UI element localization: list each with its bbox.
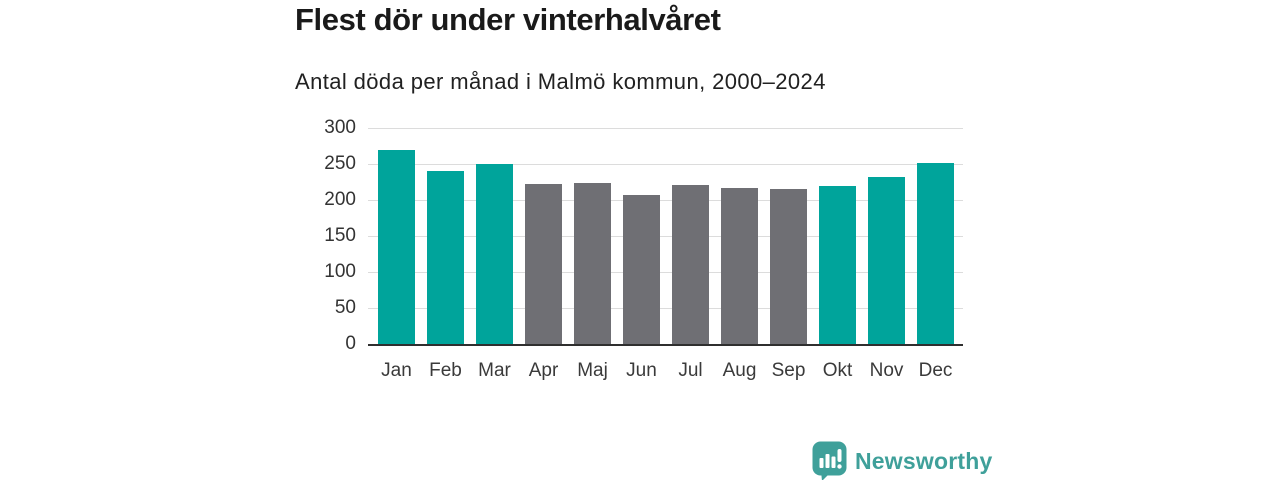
x-tick-label: Aug: [722, 360, 757, 381]
gridline-50: [368, 308, 963, 309]
x-axis-line: [368, 344, 963, 346]
bar-jul: [672, 184, 709, 344]
bar-feb: [427, 171, 464, 344]
bar-jan: [378, 149, 415, 344]
chart-subtitle: Antal döda per månad i Malmö kommun, 200…: [295, 69, 826, 94]
x-tick-label: Dec: [918, 360, 953, 381]
gridline-150: [368, 236, 963, 237]
x-tick-label: Jun: [626, 360, 657, 381]
y-tick-label: 100: [324, 261, 356, 282]
newsworthy-speech-bubble-chart-icon: [812, 441, 847, 480]
y-tick-label: 150: [324, 225, 356, 246]
x-tick-label: Jan: [381, 360, 412, 381]
bar-nov: [868, 176, 905, 344]
x-tick-label: Jul: [678, 360, 703, 381]
x-tick-label: Maj: [577, 360, 608, 381]
x-tick-label: Okt: [822, 360, 853, 381]
gridline-200: [368, 200, 963, 201]
bar-mar: [476, 164, 513, 344]
bar-jun: [623, 194, 660, 344]
bar-maj: [574, 182, 611, 344]
y-tick-label: 250: [324, 153, 356, 174]
gridline-300: [368, 128, 963, 129]
bar-sep: [770, 189, 807, 344]
bar-aug: [721, 188, 758, 344]
bar-dec: [917, 163, 954, 344]
y-tick-label: 300: [324, 117, 356, 138]
y-tick-label: 50: [334, 297, 356, 318]
x-tick-label: Nov: [869, 360, 904, 381]
x-tick-label: Feb: [429, 360, 462, 381]
gridline-100: [368, 272, 963, 273]
chart-title: Flest dör under vinterhalvåret: [295, 2, 721, 37]
newsworthy-logo-text: Newsworthy: [855, 447, 993, 474]
y-tick-label: 0: [345, 333, 356, 354]
bar-chart: 0 50 100 150 200 250 300 Jan Feb Mar Apr Maj Jun Jul A…: [324, 117, 963, 381]
x-tick-label: Apr: [528, 360, 559, 381]
newsworthy-logo: Newsworthy: [812, 441, 992, 480]
x-tick-label: Sep: [771, 360, 806, 381]
bar-okt: [819, 186, 856, 344]
y-tick-label: 200: [324, 189, 356, 210]
gridline-250: [368, 164, 963, 165]
bar-apr: [525, 184, 562, 344]
x-tick-label: Mar: [478, 360, 511, 381]
